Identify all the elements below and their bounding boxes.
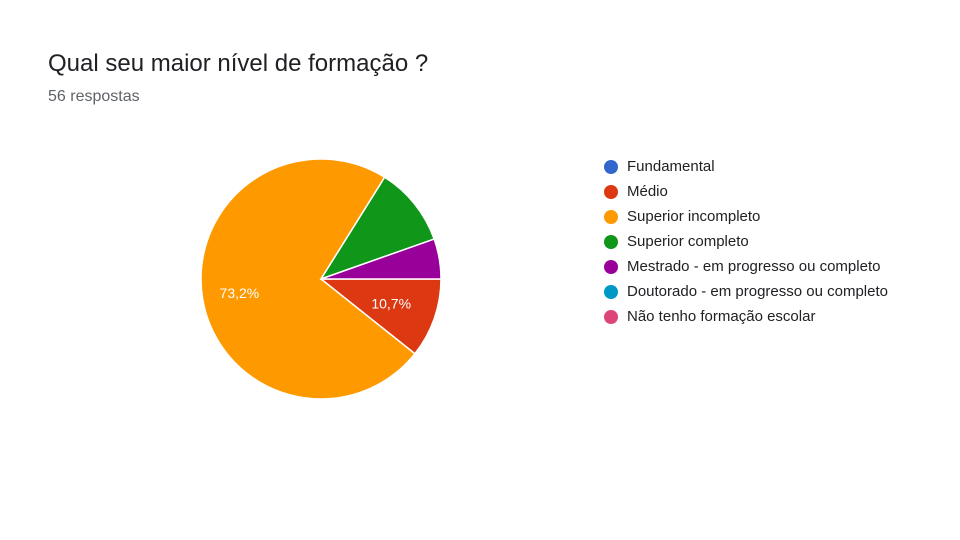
slice-label-3: 73,2%	[220, 285, 260, 301]
legend-marker	[604, 210, 618, 224]
legend-item[interactable]: Superior completo	[604, 232, 934, 252]
legend: Fundamental Médio Superior incompleto Super…	[604, 157, 934, 332]
legend-label: Doutorado - em progresso ou completo	[627, 283, 888, 300]
pie-slice-2[interactable]	[318, 278, 442, 355]
legend-marker	[604, 160, 618, 174]
legend-label: Médio	[627, 183, 668, 200]
legend-marker	[604, 285, 618, 299]
legend-item[interactable]: Superior incompleto	[604, 207, 934, 227]
legend-marker	[604, 235, 618, 249]
chart-title: Qual seu maior nível de formação ?	[48, 50, 429, 77]
pie-slice-5[interactable]	[320, 238, 442, 280]
legend-item[interactable]: Não tenho formação escolar	[604, 307, 934, 327]
slice-label-2: 10,7%	[371, 296, 411, 312]
legend-marker	[604, 185, 618, 199]
legend-marker	[604, 260, 618, 274]
legend-item[interactable]: Doutorado - em progresso ou completo	[604, 282, 934, 302]
pie-slice-4[interactable]	[319, 176, 436, 281]
legend-label: Superior completo	[627, 233, 749, 250]
legend-item[interactable]: Médio	[604, 182, 934, 202]
response-count: 56 respostas	[48, 88, 140, 105]
legend-item[interactable]: Fundamental	[604, 157, 934, 177]
pie-chart: 10,7% 73,2%	[200, 158, 442, 400]
legend-label: Mestrado - em progresso ou completo	[627, 258, 881, 275]
legend-item[interactable]: Mestrado - em progresso ou completo	[604, 257, 934, 277]
legend-marker	[604, 310, 618, 324]
pie-slice-3[interactable]	[200, 158, 416, 400]
legend-label: Fundamental	[627, 158, 715, 175]
legend-label: Superior incompleto	[627, 208, 761, 225]
legend-label: Não tenho formação escolar	[627, 308, 816, 325]
